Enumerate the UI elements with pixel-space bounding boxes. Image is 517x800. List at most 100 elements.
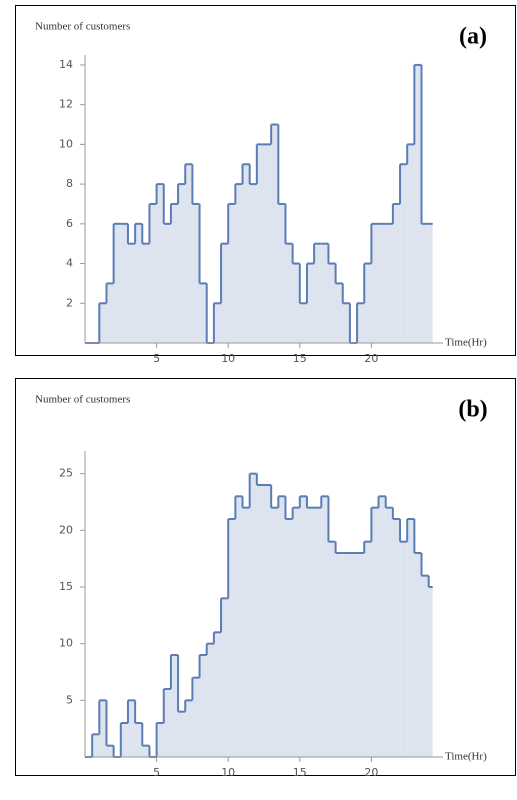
area-step	[306, 263, 315, 343]
panel-frame	[15, 378, 516, 776]
area-step	[199, 283, 207, 343]
x-tick-label: 5	[153, 352, 160, 365]
y-tick-label: 20	[59, 523, 73, 536]
area-step	[321, 496, 329, 757]
y-tick-label: 10	[59, 137, 73, 150]
area-step	[321, 243, 329, 343]
area-step	[249, 184, 257, 343]
area-step	[428, 223, 433, 343]
area-step	[213, 303, 222, 343]
y-tick-label: 25	[59, 467, 73, 480]
area-step	[285, 519, 293, 757]
area-step	[407, 519, 415, 757]
area-step	[221, 598, 229, 757]
area-step	[328, 541, 336, 757]
area-step	[142, 243, 150, 343]
y-tick-label: 8	[66, 177, 73, 190]
area-step	[192, 203, 200, 343]
area-step	[235, 184, 243, 343]
area-step	[106, 745, 114, 757]
area-step	[414, 553, 422, 757]
area-step	[314, 243, 322, 343]
area-step	[349, 553, 358, 757]
y-tick-label: 12	[59, 98, 73, 111]
x-tick-label: 10	[221, 766, 235, 779]
area-step	[249, 473, 257, 757]
area-step	[428, 587, 433, 757]
area-step	[414, 64, 422, 344]
area-step	[421, 575, 429, 757]
x-axis-label: Time(Hr)	[445, 337, 487, 349]
area-step	[120, 723, 128, 757]
area-step	[206, 643, 214, 757]
panel-frame	[15, 5, 516, 356]
area-step	[421, 223, 429, 343]
area-step	[385, 223, 393, 343]
area-step	[99, 700, 107, 757]
area-step	[342, 553, 350, 757]
area-step	[178, 184, 186, 343]
area-step	[271, 124, 279, 343]
x-tick-label: 20	[364, 352, 378, 365]
area-step	[256, 485, 264, 757]
area-step	[371, 223, 379, 343]
x-tick-label: 5	[153, 766, 160, 779]
area-step	[185, 164, 193, 343]
y-tick-label: 10	[59, 637, 73, 650]
area-step	[271, 507, 279, 757]
area-step	[278, 203, 286, 343]
area-step	[156, 723, 164, 757]
area-step	[99, 303, 107, 343]
area-step	[149, 203, 157, 343]
area-step	[178, 711, 186, 757]
area-step	[242, 164, 250, 343]
y-tick-label: 4	[66, 257, 73, 270]
area-step	[256, 144, 264, 343]
y-tick-label: 14	[59, 58, 73, 71]
area-step	[92, 734, 100, 757]
area-step	[156, 184, 164, 343]
y-axis-label: Number of customers	[35, 21, 130, 33]
area-step	[357, 303, 365, 343]
y-tick-label: 5	[66, 693, 73, 706]
y-axis-label: Number of customers	[35, 394, 130, 406]
area-step	[407, 144, 415, 343]
area-step	[335, 553, 343, 757]
area-step	[127, 243, 136, 343]
x-tick-label: 10	[221, 352, 235, 365]
area-step	[278, 496, 286, 757]
area-step	[385, 507, 393, 757]
area-step	[364, 263, 372, 343]
area-step	[299, 496, 307, 757]
area-step	[170, 655, 179, 757]
area-step	[371, 507, 379, 757]
area-step	[170, 203, 179, 343]
area-step	[135, 223, 143, 343]
area-step	[299, 303, 307, 343]
area-step	[185, 700, 193, 757]
y-tick-label: 6	[66, 217, 73, 230]
area-step	[264, 485, 272, 757]
x-axis-label: Time(Hr)	[445, 751, 487, 763]
area-step	[328, 263, 336, 343]
area-step	[127, 700, 136, 757]
area-step	[342, 303, 350, 343]
panel-label: (a)	[459, 24, 487, 50]
area-step	[364, 541, 372, 757]
area-step	[163, 223, 171, 343]
y-tick-label: 2	[66, 296, 73, 309]
area-step	[306, 507, 315, 757]
area-step	[213, 632, 222, 757]
area-step	[228, 519, 236, 757]
area-step	[400, 164, 408, 343]
area-step	[106, 283, 114, 343]
area-step	[292, 507, 300, 757]
area-step	[378, 496, 386, 757]
area-step	[264, 144, 272, 343]
area-step	[335, 283, 343, 343]
area-step	[113, 223, 121, 343]
area-step	[135, 723, 143, 757]
area-step	[314, 507, 322, 757]
area-step	[120, 223, 128, 343]
